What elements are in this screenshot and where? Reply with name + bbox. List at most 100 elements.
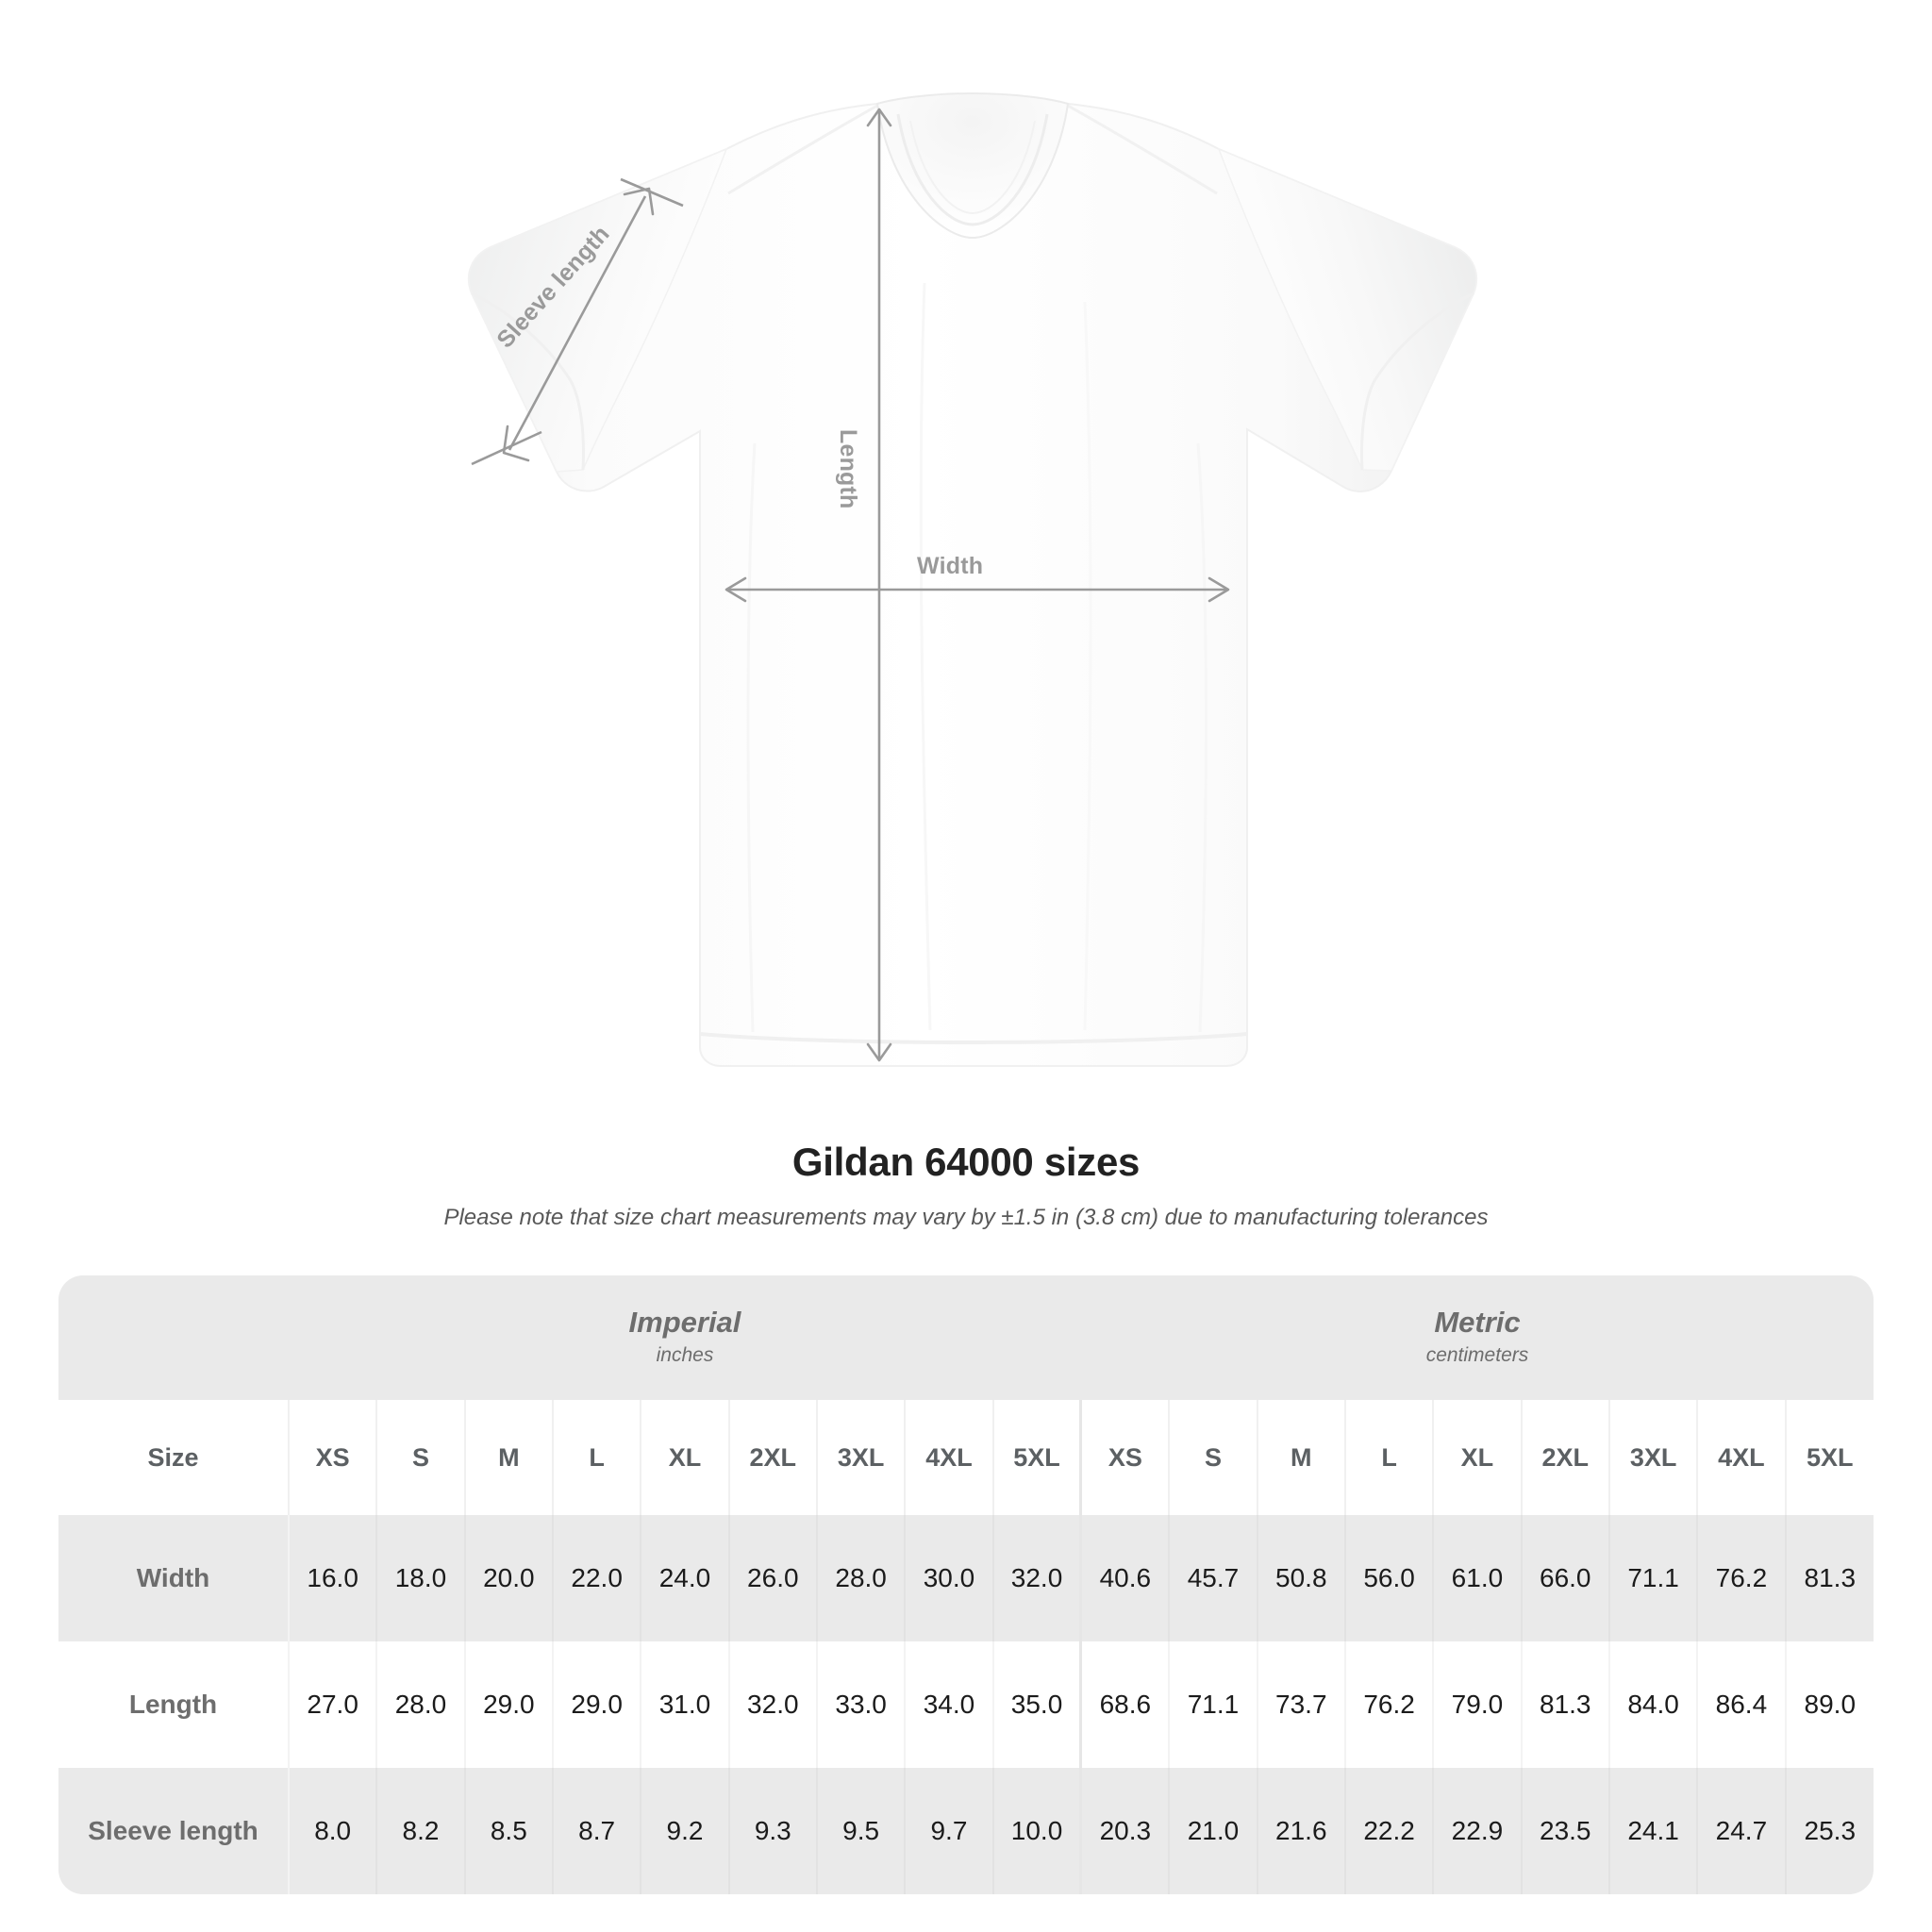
cell-length-5xl-in: 35.0	[992, 1641, 1083, 1768]
imperial-unit-cell: Imperial inches	[289, 1275, 1081, 1400]
cell-length-m-in: 29.0	[464, 1641, 554, 1768]
page-subtitle: Please note that size chart measurements…	[443, 1205, 1489, 1230]
cell-length-l-in: 29.0	[552, 1641, 642, 1768]
length-dimension-label: Length	[835, 429, 861, 509]
cell-sleeve-m-in: 8.5	[464, 1768, 554, 1894]
cell-length-m-cm: 73.7	[1257, 1641, 1346, 1768]
table-header-row: Size XS S M L XL 2XL 3XL 4XL 5XL XS S M …	[58, 1400, 1874, 1515]
cell-sleeve-xl-cm: 22.9	[1433, 1768, 1523, 1894]
cell-length-s-in: 28.0	[376, 1641, 466, 1768]
cell-width-5xl-cm: 81.3	[1785, 1515, 1874, 1641]
cell-width-5xl-in: 32.0	[992, 1515, 1083, 1641]
header-size-2xl-metric: 2XL	[1521, 1400, 1610, 1515]
header-size-s-metric: S	[1169, 1400, 1258, 1515]
cell-sleeve-s-in: 8.2	[376, 1768, 466, 1894]
header-size-label: Size	[58, 1400, 290, 1515]
header-size-5xl-metric: 5XL	[1785, 1400, 1874, 1515]
cell-sleeve-4xl-in: 9.7	[905, 1768, 994, 1894]
cell-length-xs-cm: 68.6	[1080, 1641, 1171, 1768]
collar	[875, 92, 1070, 240]
header-size-m-metric: M	[1257, 1400, 1346, 1515]
header-size-xs-imperial: XS	[289, 1400, 378, 1515]
cell-length-2xl-in: 32.0	[728, 1641, 818, 1768]
cell-length-3xl-cm: 84.0	[1608, 1641, 1699, 1768]
header-size-5xl-imperial: 5XL	[992, 1400, 1083, 1515]
width-dimension-label: Width	[917, 553, 984, 579]
unit-band-row: Imperial inches Metric centimeters	[58, 1275, 1874, 1400]
cell-sleeve-2xl-cm: 23.5	[1521, 1768, 1610, 1894]
cell-sleeve-3xl-cm: 24.1	[1608, 1768, 1699, 1894]
cell-sleeve-5xl-in: 10.0	[992, 1768, 1083, 1894]
cell-sleeve-l-in: 8.7	[552, 1768, 642, 1894]
metric-subtitle: centimeters	[1425, 1343, 1529, 1366]
cell-length-5xl-cm: 89.0	[1785, 1641, 1874, 1768]
cell-length-xl-cm: 79.0	[1433, 1641, 1523, 1768]
cell-length-2xl-cm: 81.3	[1521, 1641, 1610, 1768]
header-size-xl-imperial: XL	[641, 1400, 730, 1515]
table-row: Width 16.0 18.0 20.0 22.0 24.0 26.0 28.0…	[58, 1515, 1874, 1641]
header-size-s-imperial: S	[376, 1400, 466, 1515]
cell-width-4xl-cm: 76.2	[1697, 1515, 1787, 1641]
cell-sleeve-xl-in: 9.2	[641, 1768, 730, 1894]
cell-width-4xl-in: 30.0	[905, 1515, 994, 1641]
unit-band-spacer	[58, 1275, 289, 1400]
cell-width-xs-cm: 40.6	[1080, 1515, 1171, 1641]
header-size-m-imperial: M	[464, 1400, 554, 1515]
page-title: Gildan 64000 sizes	[791, 1140, 1141, 1184]
cell-width-xl-cm: 61.0	[1433, 1515, 1523, 1641]
cell-width-l-in: 22.0	[552, 1515, 642, 1641]
cell-width-s-cm: 45.7	[1169, 1515, 1258, 1641]
cell-length-xs-in: 27.0	[289, 1641, 378, 1768]
cell-sleeve-m-cm: 21.6	[1257, 1768, 1346, 1894]
metric-title: Metric	[1434, 1305, 1521, 1339]
header-size-3xl-imperial: 3XL	[816, 1400, 907, 1515]
imperial-subtitle: inches	[656, 1343, 714, 1366]
cell-width-m-in: 20.0	[464, 1515, 554, 1641]
imperial-title: Imperial	[628, 1305, 741, 1339]
cell-sleeve-xs-cm: 20.3	[1080, 1768, 1171, 1894]
sleeve-length-guide-arrow	[471, 177, 684, 466]
table-row: Sleeve length 8.0 8.2 8.5 8.7 9.2 9.3 9.…	[58, 1768, 1874, 1894]
table-row: Length 27.0 28.0 29.0 29.0 31.0 32.0 33.…	[58, 1641, 1874, 1768]
cell-width-m-cm: 50.8	[1257, 1515, 1346, 1641]
header-size-4xl-imperial: 4XL	[905, 1400, 994, 1515]
cell-width-xl-in: 24.0	[641, 1515, 730, 1641]
cell-width-l-cm: 56.0	[1344, 1515, 1435, 1641]
cell-length-l-cm: 76.2	[1344, 1641, 1435, 1768]
size-chart-table-container: Imperial inches Metric centimeters Size …	[58, 1275, 1874, 1894]
cell-sleeve-3xl-in: 9.5	[816, 1768, 907, 1894]
size-chart-table: Imperial inches Metric centimeters Size …	[58, 1275, 1874, 1894]
header-size-2xl-imperial: 2XL	[728, 1400, 818, 1515]
row-label-sleeve-length: Sleeve length	[58, 1768, 290, 1894]
cell-sleeve-5xl-cm: 25.3	[1785, 1768, 1874, 1894]
header-size-l-imperial: L	[552, 1400, 642, 1515]
cell-length-s-cm: 71.1	[1169, 1641, 1258, 1768]
cell-length-xl-in: 31.0	[641, 1641, 730, 1768]
cell-width-3xl-cm: 71.1	[1608, 1515, 1699, 1641]
row-label-width: Width	[58, 1515, 290, 1641]
cell-width-s-in: 18.0	[376, 1515, 466, 1641]
header-size-l-metric: L	[1344, 1400, 1435, 1515]
width-guide-arrow	[724, 576, 1230, 603]
row-label-length: Length	[58, 1641, 290, 1768]
right-sleeve	[1217, 147, 1477, 472]
length-guide-arrow	[866, 108, 892, 1062]
header-size-xl-metric: XL	[1433, 1400, 1523, 1515]
header-size-3xl-metric: 3XL	[1608, 1400, 1699, 1515]
cell-length-4xl-in: 34.0	[905, 1641, 994, 1768]
cell-width-xs-in: 16.0	[289, 1515, 378, 1641]
cell-length-3xl-in: 33.0	[816, 1641, 907, 1768]
cell-width-2xl-cm: 66.0	[1521, 1515, 1610, 1641]
cell-sleeve-xs-in: 8.0	[289, 1768, 378, 1894]
metric-unit-cell: Metric centimeters	[1080, 1275, 1874, 1400]
cell-width-2xl-in: 26.0	[728, 1515, 818, 1641]
header-size-4xl-metric: 4XL	[1697, 1400, 1787, 1515]
cell-width-3xl-in: 28.0	[816, 1515, 907, 1641]
cell-sleeve-s-cm: 21.0	[1169, 1768, 1258, 1894]
left-sleeve	[468, 147, 728, 473]
cell-length-4xl-cm: 86.4	[1697, 1641, 1787, 1768]
tshirt-illustration	[467, 92, 1478, 1067]
header-size-xs-metric: XS	[1080, 1400, 1171, 1515]
cell-sleeve-4xl-cm: 24.7	[1697, 1768, 1787, 1894]
tshirt-diagram: Sleeve length Length Width	[467, 92, 1478, 1067]
